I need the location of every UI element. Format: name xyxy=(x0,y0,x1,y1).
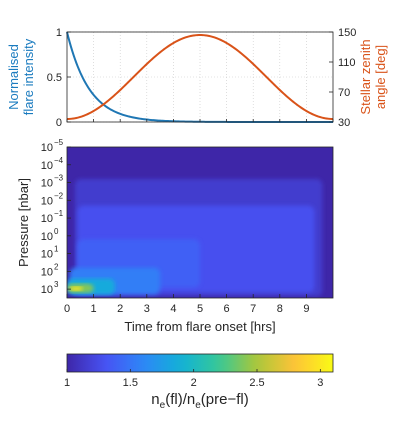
heatmap-y-tick-label: 10 xyxy=(41,142,53,154)
left-tick-label: 1 xyxy=(56,27,62,39)
colorbar xyxy=(67,354,333,372)
heatmap-y-tick-exponent: 3 xyxy=(54,280,59,289)
heatmap-x-tick-label: 1 xyxy=(91,303,97,315)
pressure-heatmap-panel: 10 −510 −410 −310 −210 −110 010 110 210 30 1 2 3 4 5 6 7… xyxy=(16,138,334,334)
heatmap-y-tick-label: 10 xyxy=(41,231,53,243)
colorbar-panel: 1 1.5 2 2.5 3ne(fl)/ne(pre−fl) xyxy=(64,353,334,411)
right-axis-label: Stellar zenithangle [deg] xyxy=(358,39,388,114)
heatmap-x-tick-label: 4 xyxy=(170,303,176,315)
heatmap-x-axis-label: Time from flare onset [hrs] xyxy=(124,319,275,334)
heatmap-fields xyxy=(67,147,333,298)
heatmap-x-tick-label: 0 xyxy=(64,303,70,315)
right-tick-label: 110 xyxy=(338,57,356,69)
heatmap-y-tick-exponent: 1 xyxy=(54,245,59,254)
heatmap-y-tick-label: 10 xyxy=(41,178,53,190)
colorbar-tick-label: 1 xyxy=(64,377,70,389)
heatmap-y-tick-exponent: −1 xyxy=(54,209,64,218)
heatmap-x-tick-label: 6 xyxy=(224,303,230,315)
heatmap-y-tick-exponent: −3 xyxy=(54,174,64,183)
heatmap-y-axis-label: Pressure [nbar] xyxy=(16,178,31,267)
heatmap-y-tick-label: 10 xyxy=(41,195,53,207)
colorbar-label-part: (pre−fl) xyxy=(201,391,249,408)
colorbar-label-subscript: e xyxy=(195,400,201,411)
heatmap-y-tick-label: 10 xyxy=(41,213,53,225)
colorbar-tick-label: 3 xyxy=(317,377,323,389)
heatmap-y-tick-label: 10 xyxy=(41,266,53,278)
right-tick-label: 30 xyxy=(338,117,350,129)
heatmap-y-tick-exponent: 0 xyxy=(54,227,59,236)
left-axis-label: Normalisedflare intensity xyxy=(6,38,36,115)
heatmap-y-tick-label: 10 xyxy=(41,284,53,296)
colorbar-tick-label: 2.5 xyxy=(249,377,264,389)
colorbar-label-part: (fl)/n xyxy=(165,391,195,408)
heatmap-y-tick-exponent: 2 xyxy=(54,262,59,271)
heatmap-x-tick-label: 7 xyxy=(250,303,256,315)
left-tick-label: 0.5 xyxy=(47,72,62,84)
heatmap-region xyxy=(69,286,83,291)
colorbar-frame xyxy=(66,353,334,373)
heatmap-x-tick-label: 5 xyxy=(197,303,203,315)
flare-intensity-panel: 0 0.5 1 30 70 110 150 Normalisedflare intensity… xyxy=(6,27,388,129)
left-tick-label: 0 xyxy=(56,117,62,129)
colorbar-label-subscript: e xyxy=(160,400,166,411)
right-tick-label: 150 xyxy=(338,27,356,39)
colorbar-label: ne(fl)/ne(pre−fl) xyxy=(151,391,248,411)
heatmap-y-tick-label: 10 xyxy=(41,249,53,261)
heatmap-x-tick-label: 3 xyxy=(144,303,150,315)
colorbar-label-part: n xyxy=(151,391,159,408)
heatmap-x-tick-label: 2 xyxy=(117,303,123,315)
heatmap-y-tick-exponent: −2 xyxy=(54,191,64,200)
zenith-angle-line xyxy=(66,33,334,120)
heatmap-y-tick-label: 10 xyxy=(41,160,53,172)
heatmap-y-tick-exponent: −5 xyxy=(54,138,64,147)
colorbar-tick-label: 1.5 xyxy=(123,377,138,389)
heatmap-x-tick-label: 9 xyxy=(303,303,309,315)
heatmap-x-tick-label: 8 xyxy=(277,303,283,315)
heatmap-y-tick-exponent: −4 xyxy=(54,156,64,165)
colorbar-tick-label: 2 xyxy=(191,377,197,389)
right-tick-label: 70 xyxy=(338,87,350,99)
